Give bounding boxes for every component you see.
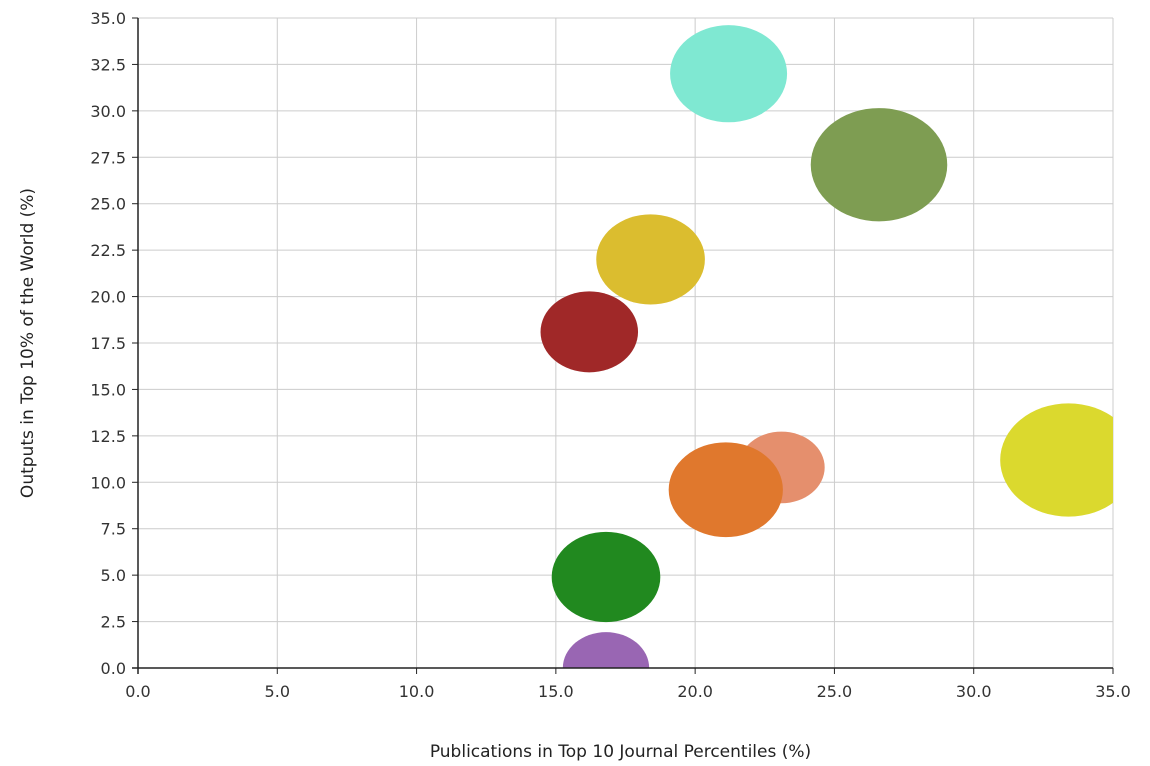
bubble-8[interactable] bbox=[562, 632, 650, 704]
y-tick-label: 10.0 bbox=[90, 473, 126, 492]
x-tick-label: 0.0 bbox=[125, 682, 150, 701]
x-tick-label: 5.0 bbox=[265, 682, 290, 701]
y-tick-label: 7.5 bbox=[101, 520, 126, 539]
y-tick-label: 12.5 bbox=[90, 427, 126, 446]
x-tick-label: 25.0 bbox=[817, 682, 853, 701]
y-tick-labels: 0.0 2.5 5.0 7.5 10.0 12.5 15.0 17.5 20.0 22.5 25.0… bbox=[90, 9, 126, 678]
y-tick-label: 30.0 bbox=[90, 102, 126, 121]
y-tick-label: 15.0 bbox=[90, 380, 126, 399]
x-tick-label: 30.0 bbox=[956, 682, 992, 701]
bubble-6[interactable] bbox=[668, 442, 783, 538]
x-tick-label: 20.0 bbox=[677, 682, 713, 701]
y-tick-label: 2.5 bbox=[101, 613, 126, 632]
bubble-0[interactable] bbox=[670, 25, 788, 123]
axes bbox=[132, 17, 1114, 674]
x-axis-title: Publications in Top 10 Journal Percentil… bbox=[430, 742, 811, 762]
bubble-5[interactable] bbox=[1000, 403, 1137, 517]
y-tick-label: 32.5 bbox=[90, 55, 126, 74]
y-tick-label: 17.5 bbox=[90, 334, 126, 353]
x-tick-labels: 0.0 5.0 10.0 15.0 20.0 25.0 30.0 35.0 bbox=[125, 682, 1131, 701]
y-tick-label: 20.0 bbox=[90, 288, 126, 307]
y-tick-label: 27.5 bbox=[90, 148, 126, 167]
x-tick-label: 35.0 bbox=[1095, 682, 1131, 701]
y-tick-label: 35.0 bbox=[90, 9, 126, 28]
x-tick-label: 10.0 bbox=[399, 682, 435, 701]
bubble-2[interactable] bbox=[596, 214, 705, 305]
y-tick-label: 0.0 bbox=[101, 659, 126, 678]
y-tick-label: 22.5 bbox=[90, 241, 126, 260]
bubbles bbox=[540, 25, 1137, 704]
y-axis-title: Outputs in Top 10% of the World (%) bbox=[18, 188, 38, 498]
bubble-3[interactable] bbox=[540, 291, 639, 373]
x-tick-label: 15.0 bbox=[538, 682, 574, 701]
y-tick-label: 5.0 bbox=[101, 566, 126, 585]
y-tick-label: 25.0 bbox=[90, 195, 126, 214]
bubble-7[interactable] bbox=[551, 531, 661, 623]
bubble-1[interactable] bbox=[810, 108, 948, 222]
